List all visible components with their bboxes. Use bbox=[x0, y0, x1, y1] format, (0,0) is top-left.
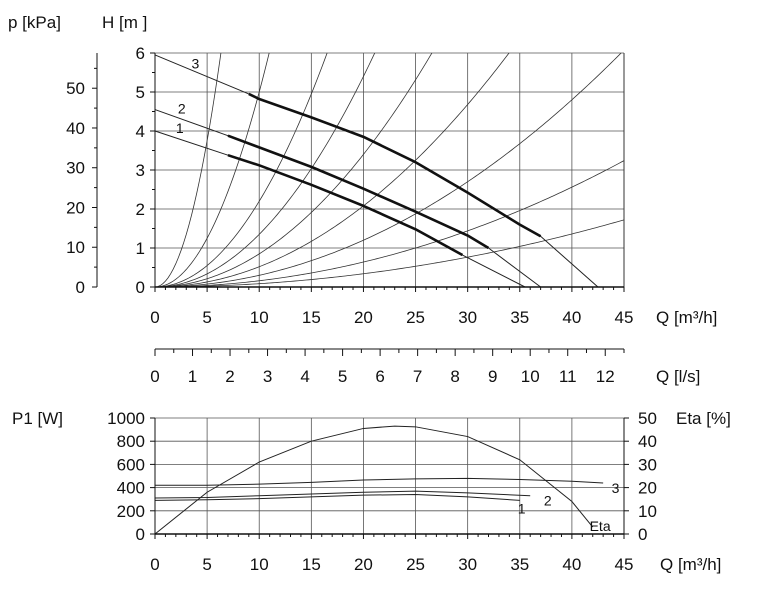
top-grid bbox=[154, 52, 625, 288]
top-y-tick-label-p: 20 bbox=[66, 198, 85, 217]
bottom-y-tick-label-left: 400 bbox=[117, 479, 145, 498]
top-labels: 1 2 3 bbox=[176, 56, 200, 136]
mid-x-tick-label: 2 bbox=[225, 367, 234, 386]
bottom-y-tick-label-left: 800 bbox=[117, 432, 145, 451]
pump-curve-operating-3 bbox=[248, 92, 542, 238]
top-y-tick-label-H: 1 bbox=[136, 239, 145, 258]
power-curve-Eta bbox=[154, 425, 594, 535]
power-curve-1 bbox=[154, 494, 520, 501]
top-x-tick-label: 25 bbox=[406, 308, 425, 327]
mid-x-tick-label: 3 bbox=[263, 367, 272, 386]
bottom-x-tick-label: 20 bbox=[354, 555, 373, 574]
system-curve bbox=[155, 53, 510, 287]
middle-axis: 0 1 2 3 4 5 6 7 8 9 10 11 12 bbox=[150, 348, 625, 386]
bottom-y-tick-label-right: 50 bbox=[638, 409, 657, 428]
mid-x-tick-label: 6 bbox=[375, 367, 384, 386]
bottom-x-tick-label: 10 bbox=[250, 555, 269, 574]
mid-x-tick-label: 7 bbox=[413, 367, 422, 386]
bottom-x-tick-label: 35 bbox=[510, 555, 529, 574]
top-x-tick-label: 5 bbox=[202, 308, 211, 327]
system-curve bbox=[155, 53, 376, 287]
power-label-2: 2 bbox=[544, 493, 552, 509]
top-y-tick-label-p: 0 bbox=[76, 278, 85, 297]
top-x-tick-label: 20 bbox=[354, 308, 373, 327]
curve-label-1: 1 bbox=[176, 120, 184, 136]
system-curve bbox=[155, 53, 622, 287]
bottom-grid bbox=[154, 417, 625, 535]
bottom-x-title: Q [m³/h] bbox=[660, 555, 721, 574]
system-curve bbox=[155, 53, 328, 287]
mid-x-tick-label: 11 bbox=[559, 367, 577, 386]
top-x-title: Q [m³/h] bbox=[656, 308, 717, 327]
bottom-y-tick-label-left: 0 bbox=[136, 525, 145, 544]
bottom-y-tick-label-right: 0 bbox=[638, 525, 647, 544]
mid-x-tick-label: 5 bbox=[338, 367, 347, 386]
bottom-axes: 0 200 400 600 800 1000 0 10 20 30 40 50 0 5 10 15 20 25 30… bbox=[107, 409, 657, 574]
bottom-x-tick-label: 45 bbox=[615, 555, 634, 574]
bottom-left-y-title: P1 [W] bbox=[12, 409, 63, 428]
top-y-tick-label-H: 0 bbox=[136, 278, 145, 297]
pump-curve-operating-2 bbox=[227, 134, 490, 250]
mid-x-tick-label: 9 bbox=[488, 367, 497, 386]
mid-x-tick-label: 12 bbox=[596, 367, 615, 386]
bottom-y-tick-label-right: 20 bbox=[638, 479, 657, 498]
mid-x-tick-label: 0 bbox=[150, 367, 159, 386]
bottom-y-tick-label-left: 1000 bbox=[107, 409, 145, 428]
mid-x-tick-label: 1 bbox=[188, 367, 197, 386]
bottom-y-tick-label-left: 200 bbox=[117, 502, 145, 521]
top-x-tick-label: 30 bbox=[458, 308, 477, 327]
system-curve bbox=[155, 53, 433, 287]
power-label-3: 3 bbox=[612, 480, 620, 496]
bottom-x-tick-label: 30 bbox=[458, 555, 477, 574]
mid-x-tick-label: 4 bbox=[300, 367, 309, 386]
system-curve bbox=[155, 160, 624, 287]
bottom-x-tick-label: 0 bbox=[150, 555, 159, 574]
power-curve-3 bbox=[155, 477, 604, 486]
bottom-y-tick-label-right: 30 bbox=[638, 455, 657, 474]
bottom-x-tick-label: 5 bbox=[202, 555, 211, 574]
system-curve bbox=[155, 53, 270, 287]
top-y-tick-label-p: 50 bbox=[66, 79, 85, 98]
system-curve bbox=[155, 53, 222, 287]
eta-label: Eta bbox=[590, 518, 611, 534]
top-curves bbox=[154, 53, 624, 288]
bottom-curves bbox=[154, 425, 604, 535]
bottom-y-tick-label-right: 40 bbox=[638, 432, 657, 451]
top-y-tick-label-H: 3 bbox=[136, 161, 145, 180]
bottom-labels: 1 2 3 Eta bbox=[518, 480, 620, 534]
curve-label-2: 2 bbox=[178, 100, 186, 116]
top-x-tick-label: 45 bbox=[615, 308, 634, 327]
top-y-tick-label-p: 40 bbox=[66, 119, 85, 138]
curve-label-3: 3 bbox=[191, 56, 199, 72]
top-right-y-title: H [m ] bbox=[102, 13, 147, 32]
top-x-tick-label: 35 bbox=[510, 308, 529, 327]
top-x-tick-label: 10 bbox=[250, 308, 269, 327]
top-x-tick-label: 15 bbox=[302, 308, 321, 327]
mid-x-tick-label: 10 bbox=[521, 367, 540, 386]
top-y-tick-label-H: 4 bbox=[136, 122, 145, 141]
top-x-tick-label: 40 bbox=[562, 308, 581, 327]
top-y-tick-label-H: 2 bbox=[136, 200, 145, 219]
bottom-y-tick-label-left: 600 bbox=[117, 455, 145, 474]
top-y-tick-label-p: 30 bbox=[66, 159, 85, 178]
mid-x-tick-label: 8 bbox=[450, 367, 459, 386]
system-curve bbox=[155, 219, 624, 287]
power-curve-2 bbox=[154, 490, 531, 499]
middle-x-title: Q [l/s] bbox=[656, 367, 700, 386]
bottom-x-tick-label: 15 bbox=[302, 555, 321, 574]
bottom-x-tick-label: 25 bbox=[406, 555, 425, 574]
top-y-tick-label-p: 10 bbox=[66, 238, 85, 257]
bottom-y-tick-label-right: 10 bbox=[638, 502, 657, 521]
top-y-tick-label-H: 6 bbox=[136, 44, 145, 63]
top-left-y-title: p [kPa] bbox=[8, 13, 61, 32]
top-x-tick-label: 0 bbox=[150, 308, 159, 327]
bottom-right-y-title: Eta [%] bbox=[676, 409, 731, 428]
pump-curve-operating-1 bbox=[227, 153, 464, 257]
bottom-x-tick-label: 40 bbox=[562, 555, 581, 574]
power-label-1: 1 bbox=[518, 500, 526, 516]
top-y-tick-label-H: 5 bbox=[136, 83, 145, 102]
